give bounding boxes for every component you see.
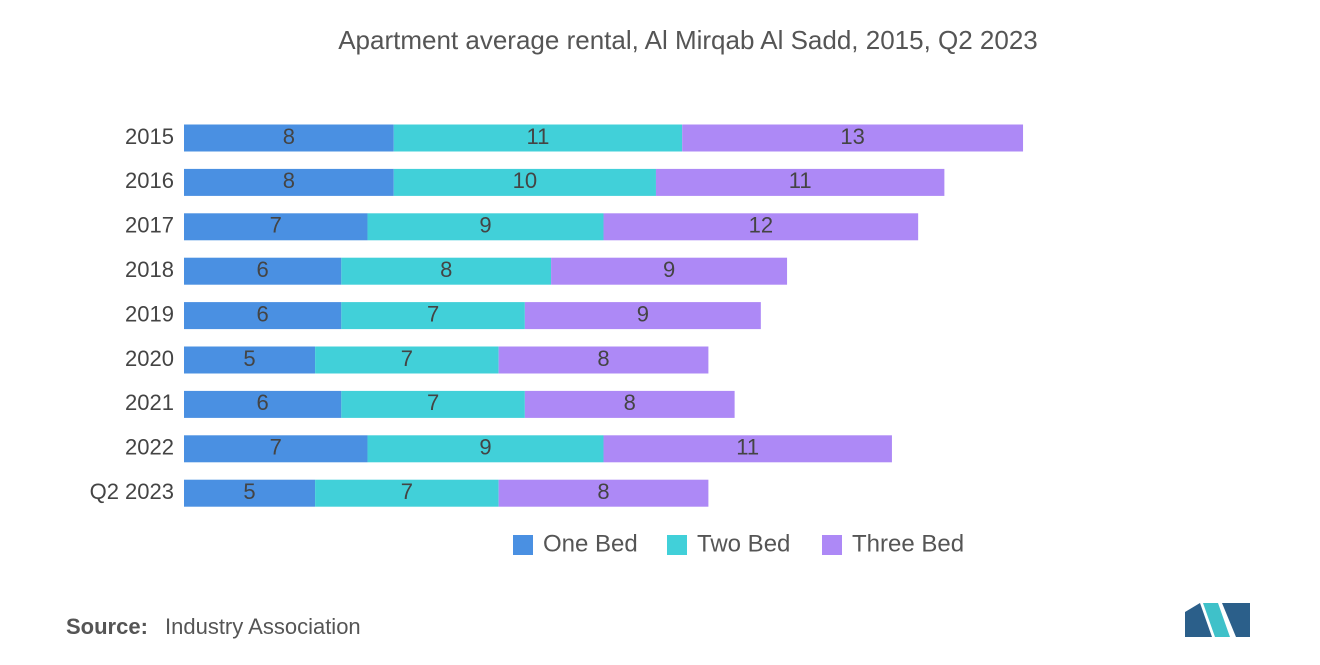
bar-segment	[393, 168, 656, 196]
bar-segment	[655, 168, 945, 196]
y-tick-label: Q2 2023	[90, 479, 174, 504]
legend-swatch	[822, 535, 842, 555]
data-label: 11	[736, 435, 759, 460]
bar-segment	[184, 302, 342, 330]
data-label: 6	[257, 390, 269, 415]
data-label: 7	[401, 346, 413, 371]
bar-segment	[315, 479, 499, 507]
data-label: 13	[840, 124, 864, 149]
bar-segment	[315, 346, 499, 374]
legend-label: Two Bed	[697, 530, 790, 557]
y-tick-label: 2015	[125, 124, 174, 149]
bar-segment	[551, 257, 788, 285]
bar-segment	[184, 124, 394, 152]
data-label: 9	[479, 213, 491, 238]
data-label: 11	[527, 124, 550, 149]
bar-segment	[184, 257, 342, 285]
data-label: 9	[663, 257, 675, 282]
data-label: 5	[243, 479, 255, 504]
y-tick-label: 2021	[125, 390, 174, 415]
data-label: 7	[427, 301, 439, 326]
bar-segment	[341, 257, 552, 285]
bar-segment	[682, 124, 1024, 152]
bar-segment	[184, 435, 368, 463]
data-label: 10	[513, 168, 537, 193]
bar-segment	[498, 479, 709, 507]
data-label: 7	[427, 390, 439, 415]
bar-segment	[184, 346, 316, 374]
bar-segment	[184, 479, 316, 507]
data-label: 11	[789, 168, 812, 193]
source-text: Industry Association	[165, 614, 361, 639]
data-label: 7	[270, 435, 282, 460]
legend-label: One Bed	[543, 530, 638, 557]
chart-title: Apartment average rental, Al Mirqab Al S…	[338, 25, 1038, 55]
legend-label: Three Bed	[852, 530, 964, 557]
logo	[1185, 603, 1250, 637]
data-label: 9	[637, 301, 649, 326]
data-label: 7	[270, 213, 282, 238]
y-tick-label: 2022	[125, 435, 174, 460]
bar-segment	[524, 390, 735, 418]
y-tick-label: 2020	[125, 346, 174, 371]
bar-segment	[341, 390, 525, 418]
bar-segment	[498, 346, 709, 374]
bar-segment	[524, 302, 761, 330]
data-label: 6	[257, 301, 269, 326]
data-label: 8	[597, 479, 609, 504]
bar-segment	[341, 302, 525, 330]
data-label: 8	[597, 346, 609, 371]
bar-segment	[367, 213, 604, 241]
bar-segment	[603, 213, 919, 241]
y-tick-label: 2016	[125, 168, 174, 193]
data-label: 8	[283, 168, 295, 193]
data-label: 5	[243, 346, 255, 371]
data-label: 6	[257, 257, 269, 282]
bar-segment	[393, 124, 683, 152]
y-tick-label: 2017	[125, 213, 174, 238]
legend-swatch	[513, 535, 533, 555]
y-tick-label: 2019	[125, 301, 174, 326]
bar-segment	[184, 390, 342, 418]
data-label: 8	[440, 257, 452, 282]
bar-segment	[367, 435, 604, 463]
data-label: 8	[624, 390, 636, 415]
source-label: Source:	[66, 614, 148, 639]
data-label: 7	[401, 479, 413, 504]
legend-swatch	[667, 535, 687, 555]
bar-segment	[603, 435, 892, 463]
y-tick-label: 2018	[125, 257, 174, 282]
data-label: 8	[283, 124, 295, 149]
data-label: 9	[479, 435, 491, 460]
bar-segment	[184, 213, 368, 241]
data-label: 12	[749, 213, 773, 238]
bar-segment	[184, 168, 394, 196]
